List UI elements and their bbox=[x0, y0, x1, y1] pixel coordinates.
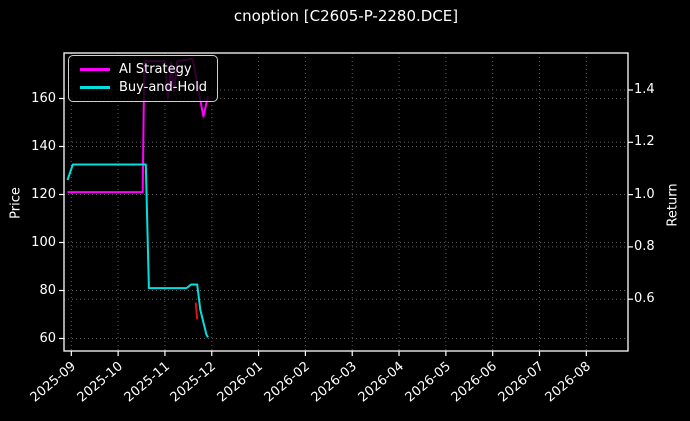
legend-item-buy-and-hold: Buy-and-Hold bbox=[69, 81, 217, 94]
plot-border bbox=[63, 52, 629, 352]
series-line-trade-marker bbox=[194, 302, 199, 320]
ai-strategy-line-swatch bbox=[80, 68, 110, 71]
legend-label: Buy-and-Hold bbox=[119, 80, 208, 95]
buy-and-hold-line-swatch bbox=[80, 86, 110, 89]
tick-marks bbox=[59, 89, 633, 356]
legend: AI Strategy Buy-and-Hold bbox=[68, 55, 218, 102]
legend-label: AI Strategy bbox=[119, 62, 192, 77]
axes-spines bbox=[63, 52, 629, 352]
legend-item-ai-strategy: AI Strategy bbox=[69, 63, 217, 76]
gridlines bbox=[64, 53, 628, 351]
series-line-buy-and-hold bbox=[66, 163, 209, 338]
